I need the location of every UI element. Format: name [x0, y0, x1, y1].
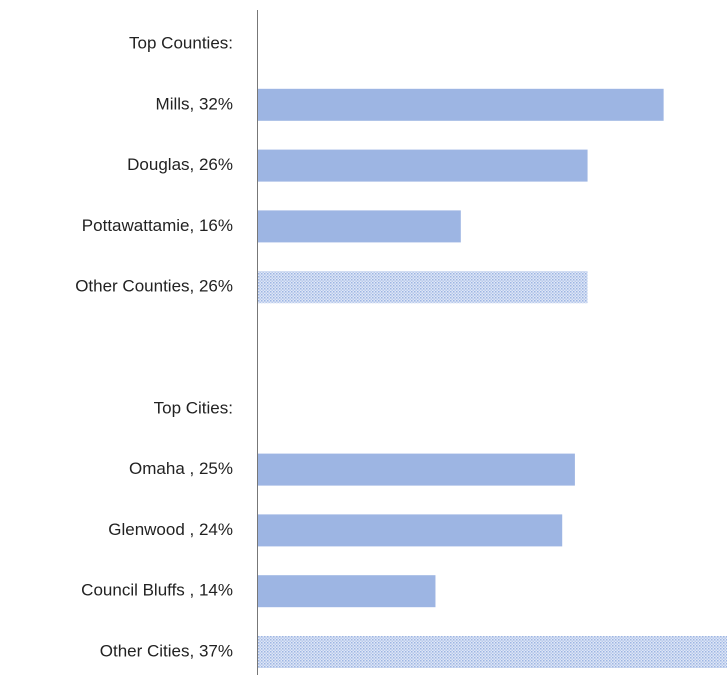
category-label: Council Bluffs , 14%: [81, 581, 233, 600]
bar: [258, 575, 436, 608]
category-label: Top Cities:: [154, 398, 233, 417]
bar: [258, 514, 563, 547]
category-label: Other Counties, 26%: [75, 277, 233, 296]
category-label: Douglas, 26%: [127, 155, 233, 174]
bar: [258, 453, 575, 486]
category-label: Omaha , 25%: [129, 459, 233, 478]
category-label: Other Cities, 37%: [100, 641, 233, 660]
bar: [258, 636, 727, 668]
category-label: Glenwood , 24%: [108, 520, 233, 539]
bar: [258, 88, 664, 121]
category-label: Top Counties:: [129, 33, 233, 52]
bar: [258, 210, 461, 243]
category-label: Pottawattamie, 16%: [82, 216, 233, 235]
bar: [258, 271, 588, 304]
bar: [258, 149, 588, 182]
category-label: Mills, 32%: [156, 94, 233, 113]
